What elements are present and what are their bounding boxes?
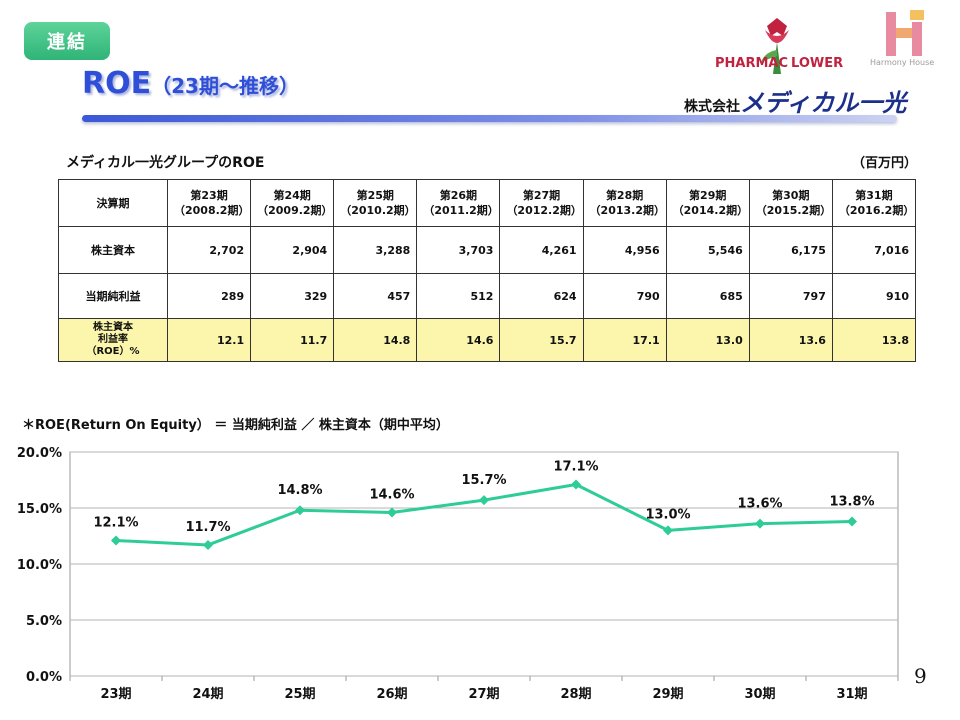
table-cell: 13.6: [748, 318, 833, 362]
period-cell: 第23期 （2008.2期）: [166, 179, 252, 227]
page-number: 9: [914, 664, 927, 688]
table-cell: 910: [831, 273, 917, 319]
page-title-sub: （23期～推移）: [151, 74, 299, 98]
roe-definition-note: ＊ROE(Return On Equity） ＝ 当期純利益 ／ 株主資本（期中…: [22, 418, 449, 433]
x-tick-label: 29期: [652, 687, 683, 702]
table-cell: 2,904: [250, 226, 335, 274]
table-cell: 3,703: [416, 226, 501, 274]
data-label: 13.6%: [737, 497, 782, 512]
table-cell: 14.6: [416, 318, 501, 362]
title-underline: [82, 115, 897, 122]
period-cell: 第27期 （2012.2期）: [499, 179, 584, 227]
y-tick-label: 0.0%: [26, 670, 62, 685]
logo-left-text: PHARMAC: [715, 56, 789, 71]
consolidated-badge: 連結: [24, 22, 110, 60]
period-cell: 第26期 （2011.2期）: [416, 179, 501, 227]
table-title: メディカル一光グループのROE: [66, 155, 265, 171]
table-row-net-income: 当期純利益 289 329 457 512 624 790 685 797 91…: [58, 273, 917, 319]
company-prefix: 株式会社: [684, 99, 740, 115]
table-cell: 289: [166, 273, 252, 319]
data-label: 17.1%: [553, 459, 598, 474]
pharmacy-flower-logo: PHARMAC LOWER: [715, 12, 844, 78]
x-tick-label: 25期: [284, 687, 315, 702]
table-header-row: 決算期 第23期 （2008.2期） 第24期 （2009.2期） 第25期 （201…: [58, 179, 917, 227]
table-cell: 13.8: [831, 318, 917, 362]
y-tick-label: 15.0%: [17, 502, 62, 517]
table-cell: 14.8: [333, 318, 418, 362]
data-point-marker: [387, 507, 397, 518]
x-tick-label: 28期: [560, 687, 591, 702]
table-cell: 4,956: [582, 226, 667, 274]
x-tick-label: 27期: [468, 687, 499, 702]
table-cell: 512: [416, 273, 501, 319]
x-tick-label: 24期: [192, 687, 223, 702]
company-brand: メディカル一光: [740, 89, 907, 117]
table-cell: 7,016: [831, 226, 917, 274]
roe-series-line: [115, 482, 853, 547]
x-tick-label: 31期: [836, 687, 867, 702]
table-cell: 12.1: [166, 318, 252, 362]
x-tick-label: 30期: [744, 687, 775, 702]
page-title: ROE（23期～推移）: [82, 66, 299, 101]
table-cell: 4,261: [499, 226, 584, 274]
data-point-marker: [111, 535, 121, 546]
table-cell: 11.7: [250, 318, 335, 362]
table-cell: 329: [250, 273, 335, 319]
data-label: 13.8%: [829, 494, 874, 509]
data-point-marker: [847, 516, 857, 527]
data-point-marker: [571, 479, 581, 490]
x-tick-label: 23期: [100, 687, 131, 702]
period-cell: 第28期 （2013.2期）: [582, 179, 667, 227]
y-tick-label: 10.0%: [17, 558, 62, 573]
data-label: 12.1%: [93, 515, 138, 530]
table-row-equity: 株主資本 2,702 2,904 3,288 3,703 4,261 4,956…: [58, 226, 917, 274]
period-cell: 第31期 （2016.2期）: [831, 179, 917, 227]
y-tick-label: 20.0%: [17, 446, 62, 461]
data-point-marker: [755, 518, 765, 529]
company-name: 株式会社メディカル一光: [684, 83, 906, 118]
data-point-marker: [663, 525, 673, 536]
harmony-house-caption: Harmony House: [870, 58, 935, 67]
table-cell: 685: [665, 273, 750, 319]
table-cell: 3,288: [333, 226, 418, 274]
flower-icon: [761, 18, 789, 74]
period-cell: 第29期 （2014.2期）: [665, 179, 750, 227]
table-unit: （百万円）: [852, 156, 918, 171]
data-label: 13.0%: [645, 507, 690, 522]
table-cell: 17.1: [582, 318, 667, 362]
data-label: 14.8%: [277, 483, 322, 498]
harmony-house-icon: [886, 10, 924, 56]
x-tick-label: 26期: [376, 687, 407, 702]
row-label: 当期純利益: [58, 273, 168, 319]
period-cell: 第24期 （2009.2期）: [250, 179, 335, 227]
table-cell: 790: [582, 273, 667, 319]
table-row-roe: 株主資本 利益率 （ROE）% 12.1 11.7 14.8 14.6 15.7 1…: [58, 318, 917, 362]
data-point-marker: [203, 539, 213, 550]
table-cell: 15.7: [499, 318, 584, 362]
data-label: 15.7%: [461, 473, 506, 488]
data-point-marker: [479, 495, 489, 506]
period-cell: 第30期 （2015.2期）: [748, 179, 833, 227]
period-cell: 第25期 （2010.2期）: [333, 179, 418, 227]
page-title-main: ROE: [82, 66, 152, 101]
roe-table: 決算期 第23期 （2008.2期） 第24期 （2009.2期） 第25期 （201…: [58, 179, 917, 362]
table-cell: 624: [499, 273, 584, 319]
table-cell: 6,175: [748, 226, 833, 274]
table-cell: 5,546: [665, 226, 750, 274]
roe-line-chart: 0.0% 5.0% 10.0% 15.0% 20.0% 23期 24期 25期 26期 27期 28…: [17, 446, 899, 702]
harmony-house-logo: [872, 8, 942, 70]
table-cell: 13.0: [665, 318, 750, 362]
table-cell: 457: [333, 273, 418, 319]
y-tick-label: 5.0%: [26, 614, 62, 629]
data-point-marker: [295, 505, 305, 516]
row-label: 株主資本 利益率 （ROE）%: [58, 318, 168, 362]
data-label: 11.7%: [185, 520, 230, 535]
data-label: 14.6%: [369, 487, 414, 502]
table-cell: 797: [748, 273, 833, 319]
table-cell: 2,702: [166, 226, 252, 274]
header-label: 決算期: [58, 179, 168, 227]
logo-right-text: LOWER: [791, 56, 844, 71]
row-label: 株主資本: [58, 226, 168, 274]
